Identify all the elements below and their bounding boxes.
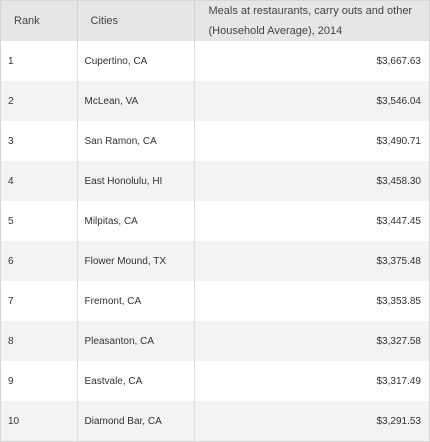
rank-cell: 4 — [1, 161, 78, 201]
rank-cell: 1 — [1, 41, 78, 81]
city-cell: Milpitas, CA — [77, 201, 195, 241]
table-row: 3 San Ramon, CA $3,490.71 — [1, 121, 429, 161]
rank-cell: 6 — [1, 241, 78, 281]
rank-cell: 3 — [1, 121, 78, 161]
rank-cell: 5 — [1, 201, 78, 241]
table-header: Rank Cities Meals at restaurants, carry … — [1, 1, 429, 41]
value-cell: $3,375.48 — [194, 241, 429, 281]
value-cell: $3,458.30 — [194, 161, 429, 201]
table-row: 5 Milpitas, CA $3,447.45 — [1, 201, 429, 241]
table-row: 8 Pleasanton, CA $3,327.58 — [1, 321, 429, 361]
value-cell: $3,490.71 — [376, 135, 422, 147]
table-row: 9 Eastvale, CA $3,317.49 — [1, 361, 429, 401]
city-cell: Cupertino, CA — [77, 41, 195, 81]
city-cell: East Honolulu, HI — [77, 161, 195, 201]
city-cell: Diamond Bar, CA — [77, 401, 195, 441]
city-cell: San Ramon, CA — [77, 121, 195, 161]
column-header-meals[interactable]: Meals at restaurants, carry outs and oth… — [194, 1, 429, 41]
value-cell: $3,447.45 — [376, 215, 422, 227]
value-cell: $3,327.58 — [194, 321, 429, 361]
table-row: 7 Fremont, CA $3,353.85 — [1, 281, 429, 321]
rank-cell: 2 — [1, 81, 78, 121]
table-row: 4 East Honolulu, HI $3,458.30 — [1, 161, 429, 201]
header-row: Rank Cities Meals at restaurants, carry … — [1, 1, 429, 41]
table-row: 2 McLean, VA $3,546.04 — [1, 81, 429, 121]
city-cell: Fremont, CA — [77, 281, 195, 321]
table-row: 10 Diamond Bar, CA $3,291.53 — [1, 401, 429, 441]
value-cell: $3,291.53 — [194, 401, 429, 441]
rank-cell: 9 — [1, 361, 78, 401]
city-cell: Eastvale, CA — [77, 361, 195, 401]
column-header-cities[interactable]: Cities — [77, 1, 195, 41]
city-cell: Flower Mound, TX — [77, 241, 195, 281]
rank-cell: 10 — [1, 401, 78, 441]
column-header-rank[interactable]: Rank — [1, 1, 78, 41]
value-cell: $3,353.85 — [376, 295, 422, 307]
table-body: 1 Cupertino, CA $3,667.63 2 McLean, VA $… — [1, 41, 429, 441]
table-row: 1 Cupertino, CA $3,667.63 — [1, 41, 429, 81]
table-row: 6 Flower Mound, TX $3,375.48 — [1, 241, 429, 281]
value-cell: $3,317.49 — [376, 375, 422, 387]
value-cell: $3,667.63 — [376, 55, 422, 67]
city-cell: Pleasanton, CA — [77, 321, 195, 361]
city-cell: McLean, VA — [77, 81, 195, 121]
value-cell: $3,546.04 — [194, 81, 429, 121]
rank-cell: 8 — [1, 321, 78, 361]
rank-cell: 7 — [1, 281, 78, 321]
